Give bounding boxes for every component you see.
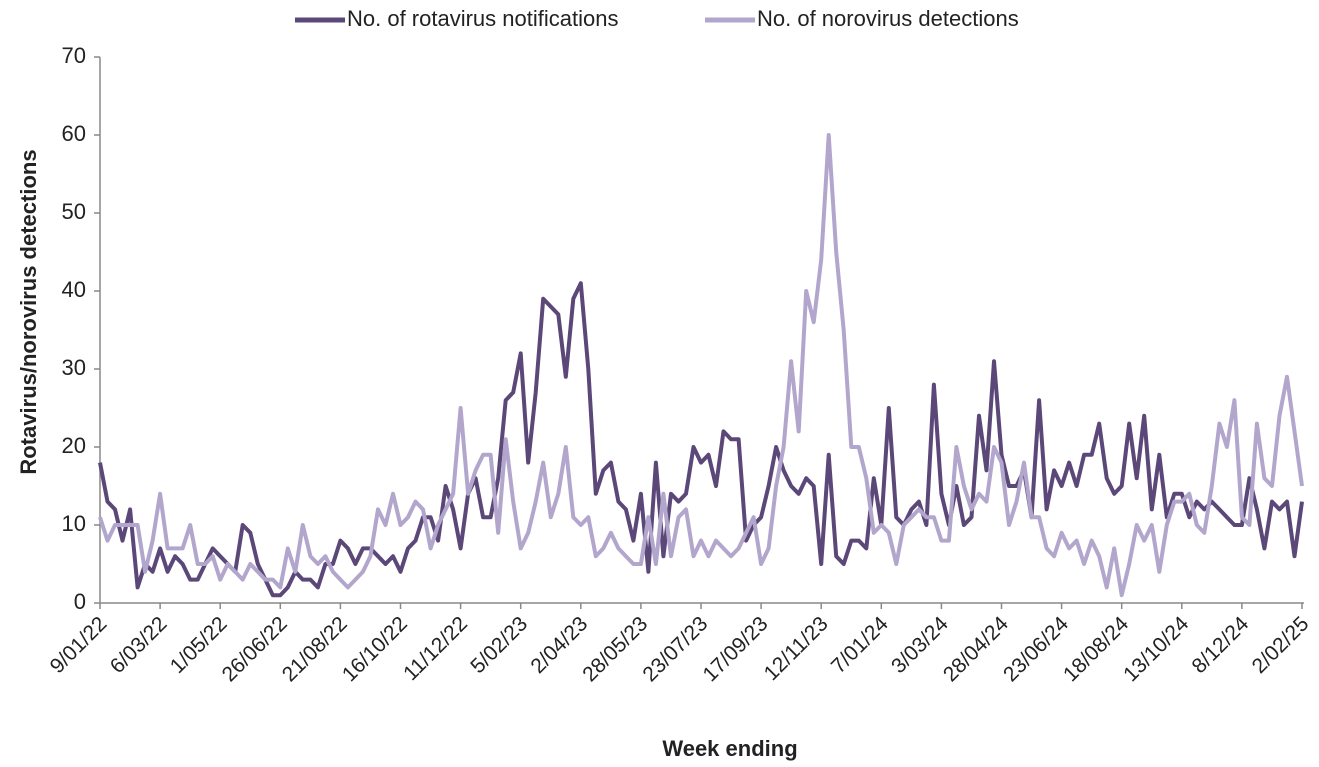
- x-tick-label: 5/02/23: [466, 612, 532, 678]
- series-line: [98, 281, 1304, 598]
- y-tick-label: 20: [62, 433, 86, 458]
- y-tick-label: 0: [74, 589, 86, 614]
- x-tick-label: 23/06/24: [999, 612, 1073, 686]
- x-tick-label: 21/08/22: [278, 612, 352, 686]
- x-tick-label: 17/09/23: [698, 612, 772, 686]
- x-tick-label: 6/03/22: [106, 612, 172, 678]
- legend-label: No. of norovirus detections: [757, 6, 1019, 31]
- y-tick-label: 40: [62, 277, 86, 302]
- x-tick-label: 16/10/22: [338, 612, 412, 686]
- x-tick-label: 28/05/23: [578, 612, 652, 686]
- x-tick-label: 7/01/24: [827, 612, 893, 678]
- y-tick-label: 60: [62, 121, 86, 146]
- y-tick-label: 70: [62, 43, 86, 68]
- x-axis-title: Week ending: [662, 736, 797, 761]
- x-tick-label: 26/06/22: [218, 612, 292, 686]
- x-tick-label: 8/12/24: [1188, 612, 1254, 678]
- y-tick-label: 30: [62, 355, 86, 380]
- series-line: [98, 133, 1304, 598]
- y-axis-title: Rotavirus/norovirus detections: [16, 149, 41, 474]
- y-tick-label: 10: [62, 511, 86, 536]
- x-tick-label: 12/11/23: [760, 612, 833, 685]
- x-tick-label: 18/08/24: [1059, 612, 1133, 686]
- y-tick-label: 50: [62, 199, 86, 224]
- x-tick-label: 9/01/22: [46, 612, 112, 678]
- x-tick-label: 28/04/24: [939, 612, 1013, 686]
- x-tick-label: 2/02/25: [1248, 612, 1314, 678]
- x-tick-label: 11/12/22: [399, 612, 472, 685]
- legend-label: No. of rotavirus notifications: [347, 6, 618, 31]
- x-tick-label: 23/07/23: [638, 612, 712, 686]
- x-tick-label: 13/10/24: [1119, 612, 1193, 686]
